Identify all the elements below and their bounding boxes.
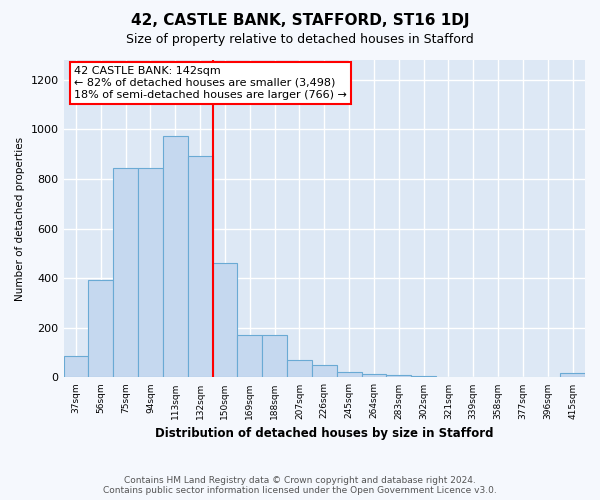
Text: 42 CASTLE BANK: 142sqm
← 82% of detached houses are smaller (3,498)
18% of semi-: 42 CASTLE BANK: 142sqm ← 82% of detached… [74,66,347,100]
Bar [436,376,461,378]
X-axis label: Distribution of detached houses by size in Stafford: Distribution of detached houses by size … [155,427,494,440]
Bar [212,264,238,378]
Y-axis label: Number of detached properties: Number of detached properties [15,136,25,301]
Bar [560,373,585,378]
Bar [163,136,188,378]
Bar [337,372,362,378]
Bar [362,374,386,378]
Text: Contains HM Land Registry data © Crown copyright and database right 2024.
Contai: Contains HM Land Registry data © Crown c… [103,476,497,495]
Bar [262,336,287,378]
Bar [88,280,113,378]
Bar [287,360,312,378]
Bar [138,168,163,378]
Bar [411,376,436,378]
Bar [64,356,88,378]
Bar [238,336,262,378]
Bar [312,365,337,378]
Text: Size of property relative to detached houses in Stafford: Size of property relative to detached ho… [126,32,474,46]
Bar [113,168,138,378]
Bar [188,156,212,378]
Bar [386,375,411,378]
Text: 42, CASTLE BANK, STAFFORD, ST16 1DJ: 42, CASTLE BANK, STAFFORD, ST16 1DJ [131,12,469,28]
